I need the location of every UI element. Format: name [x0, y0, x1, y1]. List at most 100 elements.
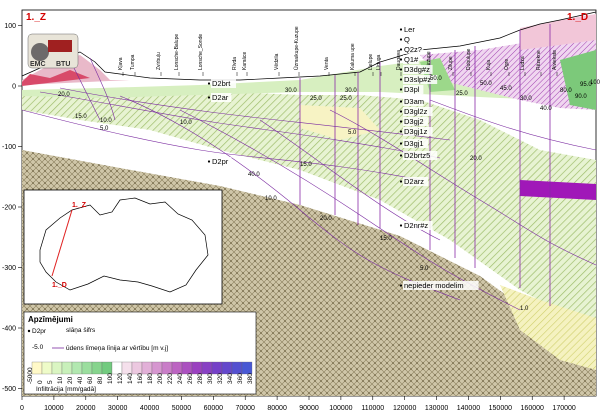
inset-end-label: 1._D — [52, 282, 67, 289]
x-tick-label: 70000 — [235, 405, 255, 412]
contour-label: 30.0 — [520, 96, 532, 102]
layer-dot — [399, 78, 403, 81]
scale-value-label: 360 — [237, 373, 244, 384]
layer-label: D2pr — [212, 157, 229, 166]
layer-label-bg — [403, 97, 424, 106]
layer-label: D3gj1z — [404, 127, 428, 136]
x-tick-label: 60000 — [204, 405, 224, 412]
contour-label: 10.0 — [180, 120, 192, 126]
scale-swatch — [61, 361, 73, 375]
x-tick-label: 100000 — [329, 405, 352, 412]
layer-dot — [399, 142, 403, 145]
contour-label: 80.0 — [560, 88, 572, 94]
river-label: Aiviekste — [552, 50, 558, 70]
x-tick-label: 10000 — [44, 405, 64, 412]
logo-text-btu: BTU — [56, 61, 70, 68]
river-label: Ūzmaikupe-Kuzupe — [293, 26, 300, 70]
logo-text-emc: EMC — [30, 61, 46, 68]
layer-label: D2ar — [212, 93, 229, 102]
river-label: Dubulupe — [466, 48, 472, 70]
magenta-strip — [520, 180, 596, 200]
scale-swatch — [161, 361, 173, 375]
contour-label: 15.0 — [380, 236, 392, 242]
river-label: Ludza — [520, 56, 526, 70]
layer-dot — [399, 224, 403, 227]
layer-label-bg — [403, 177, 428, 186]
contour-label: 10.0 — [265, 196, 277, 202]
layer-label: Ler — [404, 25, 415, 34]
left-topography — [22, 55, 130, 85]
river-label: Lielupe — [368, 54, 374, 70]
river-label: Kamāce — [242, 51, 248, 70]
legend-udens-label: ūdens līmeņa līnija ar vērtību [m v.j] — [66, 345, 168, 352]
scale-swatch — [81, 361, 93, 375]
y-tick-label: 100 — [4, 23, 16, 30]
x-tick-label: 20000 — [76, 405, 96, 412]
scale-swatch — [191, 361, 203, 375]
scale-value-label: 80 — [97, 376, 104, 384]
river-label: Venta — [324, 57, 330, 70]
x-tick-label: 160000 — [521, 405, 544, 412]
y-tick-label: -100 — [2, 144, 16, 151]
scale-value-label: 200 — [157, 373, 164, 384]
x-tick-label: 140000 — [457, 405, 480, 412]
layer-label-bg — [211, 157, 232, 166]
contour-label: 40.0 — [540, 106, 552, 112]
layer-dot — [399, 284, 403, 287]
river-label: Tumpa — [130, 54, 136, 70]
layer-dot — [399, 88, 403, 91]
scale-value-label: 0 — [37, 380, 44, 384]
scale-value-label: 180 — [147, 373, 154, 384]
contour-label: 5.0 — [348, 130, 357, 136]
x-tick-label: 0 — [20, 405, 24, 412]
layer-label: D2nr#z — [404, 221, 428, 230]
x-tick-label: 130000 — [425, 405, 448, 412]
contour-label: 1.0 — [520, 306, 529, 312]
layer-label-bg — [403, 139, 428, 148]
contour-label: 90.0 — [575, 94, 587, 100]
latvia-outline — [39, 197, 209, 293]
legend-slana-label: slāņa šifrs — [66, 327, 96, 334]
scale-value-label: 40 — [77, 376, 84, 384]
contour-label: 30.0 — [285, 88, 297, 94]
violet-layer-right — [420, 30, 596, 110]
layer-dot — [399, 120, 403, 123]
y-axis: 100 0 -100 -200 -300 -400 -500 — [2, 23, 22, 393]
contour-label: 15.0 — [300, 162, 312, 168]
scale-value-label: 340 — [227, 373, 234, 384]
contour-label: 100.0 — [590, 80, 600, 86]
layer-label-bg — [403, 25, 419, 34]
green-cell-1 — [560, 50, 596, 110]
contour-lines — [21, 57, 597, 311]
layer-label-bg — [403, 65, 433, 74]
scale-value-label: 10 — [57, 376, 64, 384]
y-tick-label: 0 — [12, 84, 16, 91]
contour-labels: 20.0 15.0 10.0 5.0 10.0 30.0 25.0 25.0 30.0 5.0 10… — [58, 76, 600, 312]
layer-label: D3gj2 — [404, 117, 424, 126]
scale-swatch — [131, 361, 143, 375]
river-label: Vārzupe — [426, 51, 432, 70]
layer-label-bg — [403, 75, 438, 84]
x-tick-label: 120000 — [393, 405, 416, 412]
scale-swatch — [211, 361, 223, 375]
scale-value-label: 100 — [107, 373, 114, 384]
river-label: Līduga — [376, 54, 382, 70]
y-tick-label: -400 — [2, 326, 16, 333]
layer-label: nepieder modelim — [404, 281, 464, 290]
legend-scale-title: Infiltrācija [mm/gadā] — [36, 386, 96, 393]
river-label: Rīvda — [232, 57, 238, 70]
yellow-band-bottom — [500, 285, 596, 370]
contour-label: 10.0 — [100, 118, 112, 124]
x-tick-label: 50000 — [172, 405, 192, 412]
contour-label: 20.0 — [58, 92, 70, 98]
contour-label: 5.0 — [100, 126, 109, 132]
scale-value-label: 260 — [187, 373, 194, 384]
contour-label: 45.0 — [500, 86, 512, 92]
river-label: Zvirbuļu — [156, 52, 162, 70]
river-label: Vēdzila — [274, 53, 280, 70]
river-labels: Kļava Tumpa Zvirbuļu Lonsche-Balupe Lonsche_… — [118, 26, 558, 76]
x-tick-label: 90000 — [299, 405, 319, 412]
